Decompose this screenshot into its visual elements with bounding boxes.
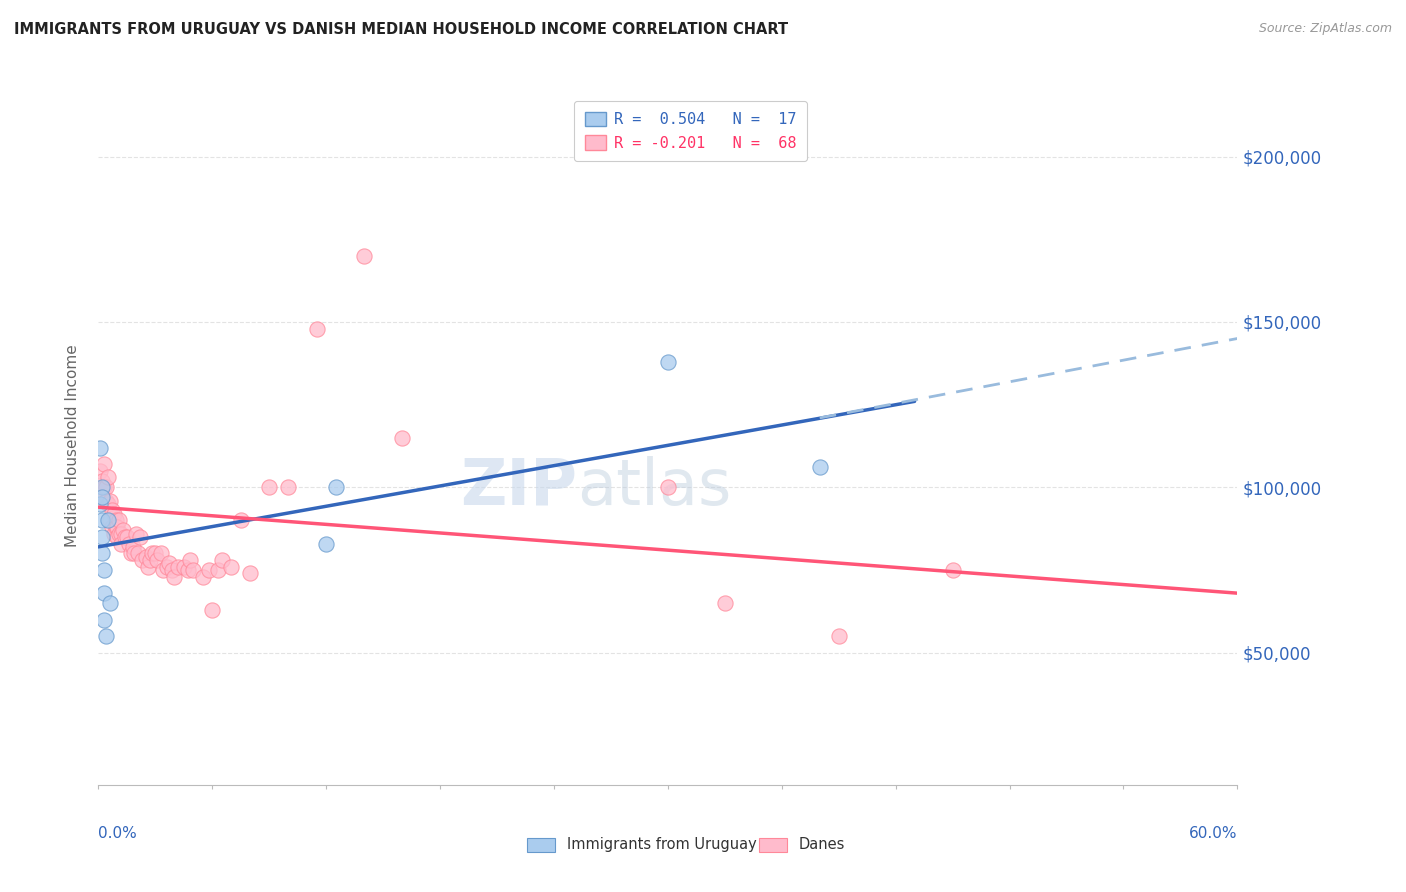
Point <box>146 553 169 567</box>
Point <box>93 613 115 627</box>
Point <box>104 520 127 534</box>
Point <box>191 569 214 583</box>
Point <box>118 536 141 550</box>
Point <box>110 536 132 550</box>
Point <box>97 497 120 511</box>
Point <box>714 596 737 610</box>
Point <box>127 546 149 560</box>
Point <box>229 513 252 527</box>
Point <box>176 563 198 577</box>
Text: atlas: atlas <box>576 456 731 517</box>
Point <box>93 563 115 577</box>
Point <box>93 457 115 471</box>
Point <box>107 520 129 534</box>
Point <box>120 546 142 560</box>
Point <box>152 563 174 577</box>
Point <box>167 559 190 574</box>
Point <box>91 490 114 504</box>
Text: 60.0%: 60.0% <box>1189 826 1237 840</box>
Point <box>100 520 122 534</box>
Point <box>89 441 111 455</box>
Point <box>657 480 679 494</box>
Point <box>173 559 195 574</box>
Point <box>108 526 131 541</box>
Text: Immigrants from Uruguay: Immigrants from Uruguay <box>567 838 756 852</box>
Point <box>91 474 114 488</box>
Point <box>211 553 233 567</box>
Point <box>162 563 184 577</box>
Point <box>98 493 121 508</box>
Point <box>97 513 120 527</box>
Point <box>201 603 224 617</box>
Point <box>657 354 679 368</box>
Point <box>114 530 136 544</box>
Point <box>89 464 111 478</box>
Point <box>828 629 851 643</box>
Point <box>103 507 125 521</box>
Point <box>110 526 132 541</box>
Point <box>163 569 186 583</box>
Point <box>115 530 138 544</box>
Point <box>391 431 413 445</box>
Point <box>808 460 831 475</box>
Point <box>277 480 299 494</box>
Point <box>94 480 117 494</box>
Text: IMMIGRANTS FROM URUGUAY VS DANISH MEDIAN HOUSEHOLD INCOME CORRELATION CHART: IMMIGRANTS FROM URUGUAY VS DANISH MEDIAN… <box>14 22 789 37</box>
Point <box>91 530 114 544</box>
Point <box>131 553 153 567</box>
Point <box>145 546 167 560</box>
Point <box>156 559 179 574</box>
Point <box>221 559 243 574</box>
Text: Danes: Danes <box>799 838 845 852</box>
Point <box>183 563 205 577</box>
Point <box>98 596 121 610</box>
Point <box>103 526 125 541</box>
Text: 0.0%: 0.0% <box>98 826 138 840</box>
Point <box>150 546 173 560</box>
Point <box>197 563 219 577</box>
Point <box>135 549 157 564</box>
Point <box>97 470 120 484</box>
Point <box>104 513 127 527</box>
Point <box>157 557 180 571</box>
Text: Source: ZipAtlas.com: Source: ZipAtlas.com <box>1258 22 1392 36</box>
Point <box>98 513 121 527</box>
Point <box>121 540 143 554</box>
Point <box>129 530 152 544</box>
Point <box>100 503 122 517</box>
Point <box>94 629 117 643</box>
Point <box>91 480 114 494</box>
Point <box>93 586 115 600</box>
Point <box>136 559 159 574</box>
Point <box>125 526 148 541</box>
Y-axis label: Median Household Income: Median Household Income <box>65 344 80 548</box>
Point <box>107 530 129 544</box>
Point <box>179 553 201 567</box>
Point <box>239 566 262 581</box>
Point <box>138 553 160 567</box>
Text: ZIP: ZIP <box>460 456 576 517</box>
Point <box>112 524 135 538</box>
Point <box>305 321 328 335</box>
Point <box>94 493 117 508</box>
Point <box>141 546 163 560</box>
Point <box>108 513 131 527</box>
Point <box>124 546 146 560</box>
Point <box>89 497 111 511</box>
Legend: R =  0.504   N =  17, R = -0.201   N =  68: R = 0.504 N = 17, R = -0.201 N = 68 <box>574 101 807 161</box>
Point <box>315 536 337 550</box>
Point <box>353 249 375 263</box>
Point <box>259 480 281 494</box>
Point <box>942 563 965 577</box>
Point <box>325 480 347 494</box>
Point <box>91 546 114 560</box>
Point <box>91 490 114 504</box>
Point <box>91 513 114 527</box>
Point <box>207 563 229 577</box>
Point <box>93 480 115 494</box>
